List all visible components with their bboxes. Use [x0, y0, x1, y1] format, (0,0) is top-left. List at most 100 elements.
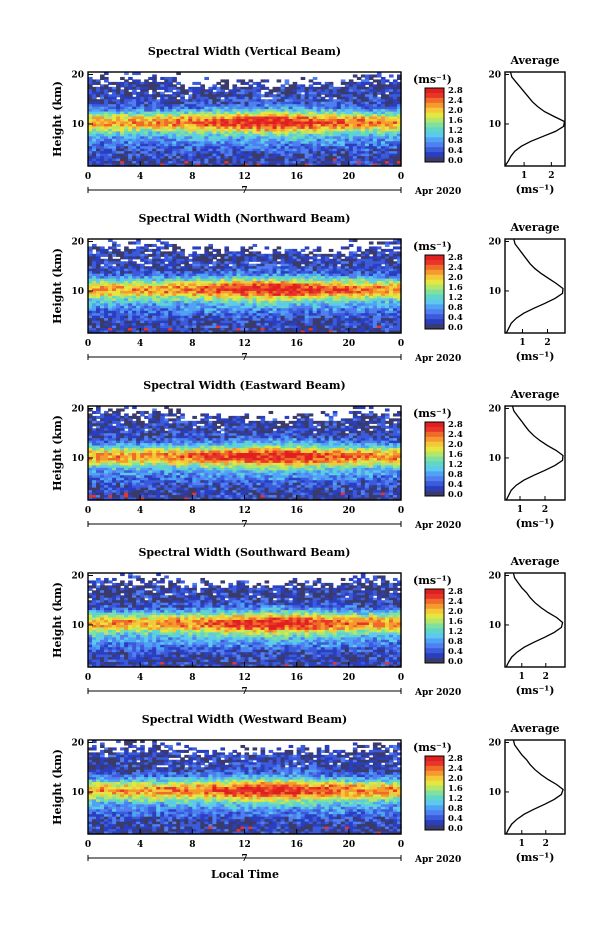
heatmap-cell [136, 131, 141, 135]
heatmap-cell [368, 133, 374, 137]
heatmap-cell [324, 253, 330, 257]
heatmap-cell [148, 300, 153, 304]
heatmap-cell [364, 89, 370, 93]
heatmap-cell [288, 281, 294, 285]
heatmap-cell [116, 141, 121, 145]
heatmap-cell [108, 315, 113, 319]
heatmap-cell [344, 121, 350, 125]
heatmap-cell [264, 320, 270, 324]
heatmap-cell [252, 109, 258, 113]
heatmap-cell [296, 163, 302, 167]
heatmap-cell [172, 286, 177, 290]
heatmap-cell [200, 323, 205, 327]
heatmap-cell [124, 271, 129, 275]
heatmap-cell [344, 325, 350, 329]
heatmap-cell [356, 131, 362, 135]
heatmap-cell [276, 323, 282, 327]
heatmap-cell [132, 276, 137, 280]
heatmap-cell [112, 330, 117, 334]
heatmap-cell [324, 119, 330, 123]
heatmap-cell [196, 81, 201, 85]
heatmap-cell [160, 116, 165, 120]
heatmap-cell [392, 86, 398, 90]
heatmap-cell [104, 313, 109, 317]
heatmap-cell [352, 325, 358, 329]
heatmap-cell [140, 91, 145, 95]
heatmap-cell [276, 123, 282, 128]
heatmap-cell [156, 323, 161, 327]
heatmap-cell [388, 91, 394, 95]
heatmap-cell [196, 114, 201, 118]
heatmap-cell [260, 116, 266, 120]
heatmap-cell [180, 111, 185, 115]
heatmap-cell [132, 328, 137, 332]
heatmap-cell [196, 293, 201, 297]
heatmap-cell [128, 133, 133, 137]
heatmap-cell [216, 86, 222, 90]
heatmap-cell [176, 328, 181, 332]
heatmap-cell [352, 268, 358, 272]
heatmap-cell [312, 315, 318, 319]
heatmap-cell [388, 146, 394, 150]
heatmap-cell [152, 320, 157, 324]
heatmap-cell [248, 276, 254, 280]
heatmap-cell [156, 288, 161, 292]
heatmap-cell [148, 136, 153, 140]
heatmap-cell [316, 266, 322, 270]
heatmap-cell [156, 161, 161, 165]
heatmap-cell [248, 258, 254, 262]
heatmap-cell [224, 325, 230, 329]
heatmap-cell [216, 288, 222, 292]
heatmap-cell [96, 281, 101, 285]
heatmap-cell [228, 146, 234, 150]
heatmap-cell [180, 131, 185, 135]
heatmap-cell [248, 313, 254, 317]
heatmap-cell [136, 101, 141, 105]
heatmap-cell [112, 114, 117, 118]
heatmap-cell [132, 318, 137, 322]
heatmap-cell [336, 298, 342, 302]
heatmap-cell [316, 330, 322, 334]
heatmap-cell [376, 148, 382, 152]
heatmap-cell [204, 271, 209, 275]
heatmap-cell [312, 293, 318, 297]
heatmap-cell [296, 153, 302, 157]
heatmap-cell [336, 266, 342, 270]
heatmap-cell [200, 295, 205, 299]
heatmap-cell [208, 273, 213, 277]
heatmap-cell [192, 94, 197, 98]
heatmap-cell [320, 138, 326, 142]
heatmap-cell [88, 313, 93, 317]
heatmap-cell [304, 91, 310, 95]
heatmap-cell [156, 146, 161, 150]
heatmap-cell [88, 263, 93, 267]
heatmap-cell [340, 119, 346, 123]
heatmap-cell [324, 303, 330, 307]
heatmap-cell [336, 320, 342, 324]
heatmap-cell [312, 99, 318, 103]
heatmap-cell [372, 74, 378, 78]
heatmap-cell [260, 99, 266, 103]
heatmap-cell [288, 161, 294, 165]
heatmap-cell [248, 84, 254, 88]
heatmap-cell [384, 153, 390, 157]
heatmap-cell [200, 136, 205, 140]
heatmap-cell [128, 305, 133, 309]
heatmap-cell [280, 84, 286, 88]
heatmap-cell [308, 256, 314, 260]
heatmap-cell [164, 138, 169, 142]
heatmap-cell [388, 126, 394, 130]
heatmap-cell [152, 151, 157, 155]
heatmap-cell [148, 290, 153, 295]
heatmap-cell [180, 84, 185, 88]
heatmap-cell [132, 138, 137, 142]
heatmap-cell [304, 163, 310, 167]
heatmap-cell [144, 89, 149, 93]
heatmap-cell [260, 310, 266, 314]
heatmap-cell [248, 123, 254, 128]
heatmap-cell [128, 131, 133, 135]
heatmap-cell [184, 104, 189, 108]
heatmap-cell [236, 111, 242, 115]
heatmap-cell [284, 248, 290, 252]
heatmap-cell [304, 256, 310, 260]
